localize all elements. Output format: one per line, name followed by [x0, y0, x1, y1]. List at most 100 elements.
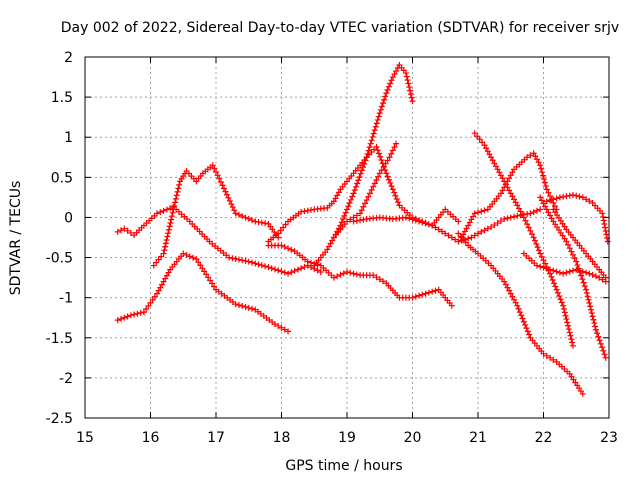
- data-point: [239, 257, 246, 264]
- data-point: [370, 272, 377, 279]
- data-point: [158, 253, 165, 260]
- data-point: [502, 281, 509, 288]
- data-point: [488, 224, 495, 231]
- data-point: [383, 170, 390, 177]
- data-point: [304, 258, 311, 265]
- data-point: [388, 77, 395, 84]
- data-point: [375, 173, 382, 180]
- data-point: [160, 207, 167, 214]
- data-point: [524, 154, 531, 161]
- data-point: [373, 120, 380, 127]
- data-point: [579, 276, 586, 283]
- data-point: [134, 310, 141, 317]
- data-point: [549, 277, 556, 284]
- data-point: [499, 187, 506, 194]
- y-tick-label: -2: [59, 371, 73, 387]
- data-point: [602, 354, 609, 361]
- data-point: [412, 293, 419, 300]
- data-point: [557, 296, 564, 303]
- data-point: [429, 288, 436, 295]
- data-point: [470, 213, 477, 220]
- data-point: [285, 270, 292, 277]
- data-point: [350, 190, 357, 197]
- data-point: [356, 173, 363, 180]
- data-point: [590, 316, 597, 323]
- x-axis-label: GPS time / hours: [285, 458, 402, 474]
- data-point: [515, 305, 522, 312]
- data-point: [314, 267, 321, 274]
- data-point: [554, 289, 561, 296]
- data-point: [576, 193, 583, 200]
- data-point: [242, 214, 249, 221]
- data-point: [540, 200, 547, 207]
- data-point: [222, 188, 229, 195]
- data-point: [429, 222, 436, 229]
- data-point: [419, 291, 426, 298]
- data-point: [580, 279, 587, 286]
- data-point: [600, 217, 607, 224]
- data-point: [362, 200, 369, 207]
- data-point: [568, 336, 575, 343]
- data-point: [435, 226, 442, 233]
- data-point: [176, 181, 183, 188]
- data-point: [584, 293, 591, 300]
- data-point: [479, 139, 486, 146]
- data-point: [383, 90, 390, 97]
- y-tick-label: -2.5: [46, 411, 73, 427]
- data-point: [448, 234, 455, 241]
- data-point: [367, 140, 374, 147]
- data-point: [573, 192, 580, 199]
- data-point: [604, 238, 611, 245]
- data-point: [275, 322, 282, 329]
- data-point: [268, 265, 275, 272]
- data-point: [471, 232, 478, 239]
- data-point: [481, 227, 488, 234]
- data-point: [552, 283, 559, 290]
- data-point: [249, 305, 256, 312]
- data-point: [349, 193, 356, 200]
- data-point: [532, 153, 539, 160]
- data-point: [347, 216, 354, 223]
- data-point: [164, 233, 171, 240]
- data-point: [538, 165, 545, 172]
- data-point: [563, 269, 570, 276]
- data-point: [583, 196, 590, 203]
- data-point: [540, 350, 547, 357]
- data-point: [574, 262, 581, 269]
- data-point: [378, 167, 385, 174]
- data-point: [275, 267, 282, 274]
- data-point: [462, 239, 469, 246]
- data-point: [497, 218, 504, 225]
- data-point: [380, 278, 387, 285]
- data-point: [594, 330, 601, 337]
- data-point: [573, 258, 580, 265]
- data-point: [486, 151, 493, 158]
- data-point: [404, 77, 411, 84]
- data-point: [140, 309, 147, 316]
- data-point: [371, 180, 378, 187]
- data-point: [225, 194, 232, 201]
- data-point: [124, 313, 131, 320]
- data-point: [560, 306, 567, 313]
- data-point: [162, 275, 169, 282]
- data-point: [543, 198, 550, 205]
- data-point: [535, 247, 542, 254]
- y-tick-label: 0: [64, 210, 73, 226]
- data-point: [358, 207, 365, 214]
- data-point: [484, 148, 491, 155]
- data-point: [520, 214, 527, 221]
- data-point: [547, 212, 554, 219]
- data-point: [545, 189, 552, 196]
- data-point: [370, 130, 377, 137]
- data-point: [278, 268, 285, 275]
- y-tick-label: 1.5: [51, 90, 73, 106]
- data-point: [565, 326, 572, 333]
- data-point: [342, 209, 349, 216]
- x-tick-label: 15: [76, 430, 94, 446]
- y-tick-label: 0.5: [51, 170, 73, 186]
- data-point: [355, 177, 362, 184]
- data-point: [265, 264, 272, 271]
- data-point: [538, 197, 545, 204]
- data-point: [531, 237, 538, 244]
- data-point: [155, 287, 162, 294]
